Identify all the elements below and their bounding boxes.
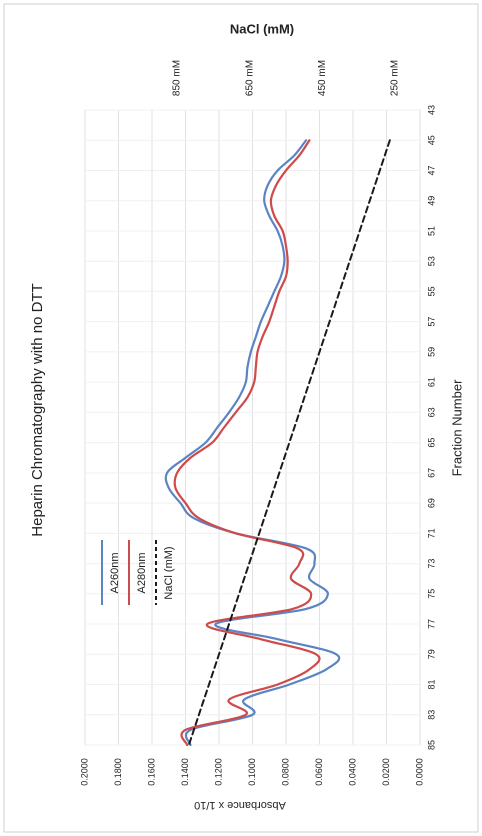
secondary-tick-label: 650 mM <box>244 60 255 96</box>
secondary-axis-label: NaCl (mM) <box>230 21 294 36</box>
x-tick-label: 71 <box>426 528 436 538</box>
x-tick-label: 51 <box>426 226 436 236</box>
x-tick-label: 53 <box>426 256 436 266</box>
y-tick-label: 0.1600 <box>146 758 156 786</box>
secondary-tick-label: 850 mM <box>172 60 183 96</box>
x-tick-label: 47 <box>426 165 436 175</box>
x-tick-label: 81 <box>426 680 436 690</box>
x-tick-label: 63 <box>426 407 436 417</box>
y-axis-ticks: 0.0000 0.0200 0.0400 0.0600 0.0800 0.1000 0.12… <box>79 758 424 786</box>
x-tick-label: 43 <box>426 105 436 115</box>
x-tick-label: 85 <box>426 740 436 750</box>
y-tick-label: 0.0400 <box>347 758 357 786</box>
x-tick-label: 55 <box>426 286 436 296</box>
y-tick-label: 0.0000 <box>414 758 424 786</box>
y-tick-label: 0.1000 <box>247 758 257 786</box>
legend: A260nm A280nm NaCl (mM) <box>101 540 175 605</box>
y-tick-label: 0.1200 <box>213 758 223 786</box>
x-tick-label: 67 <box>426 468 436 478</box>
secondary-tick-label: 250 mM <box>390 60 401 96</box>
y-tick-label: 0.0600 <box>314 758 324 786</box>
x-axis-label: Fraction Number <box>449 379 464 476</box>
series-line-1 <box>173 139 321 747</box>
x-tick-label: 57 <box>426 317 436 327</box>
y-tick-label: 0.2000 <box>79 758 89 786</box>
y-tick-label: 0.1400 <box>180 758 190 786</box>
legend-label-a260: A260nm <box>109 553 121 594</box>
x-tick-label: 83 <box>426 710 436 720</box>
series-line-0 <box>164 139 341 747</box>
y-axis-label: Absorbance x 1/10 <box>194 799 286 811</box>
series-line-2 <box>187 139 391 746</box>
series-layer <box>164 139 391 747</box>
x-tick-label: 75 <box>426 589 436 599</box>
gridlines <box>84 109 421 746</box>
chart-title: Heparin Chromatography with no DTT <box>29 283 46 536</box>
x-tick-label: 45 <box>426 135 436 145</box>
x-tick-label: 77 <box>426 619 436 629</box>
y-tick-label: 0.0800 <box>280 758 290 786</box>
y-tick-label: 0.0200 <box>381 758 391 786</box>
x-tick-label: 59 <box>426 347 436 357</box>
secondary-tick-label: 450 mM <box>317 60 328 96</box>
secondary-axis-ticks: 250 mM 450 mM 650 mM 850 mM <box>172 60 401 96</box>
y-tick-label: 0.1800 <box>113 758 123 786</box>
x-tick-label: 73 <box>426 559 436 569</box>
x-tick-label: 49 <box>426 196 436 206</box>
x-tick-label: 61 <box>426 377 436 387</box>
x-tick-label: 69 <box>426 498 436 508</box>
x-axis-ticks: 43 45 47 49 51 53 55 57 59 61 63 65 67 69 71 73 75 77 79 81… <box>426 105 436 750</box>
x-tick-label: 79 <box>426 649 436 659</box>
legend-label-a280: A280nm <box>136 553 148 594</box>
legend-label-nacl: NaCl (mM) <box>163 546 175 599</box>
x-tick-label: 65 <box>426 438 436 448</box>
